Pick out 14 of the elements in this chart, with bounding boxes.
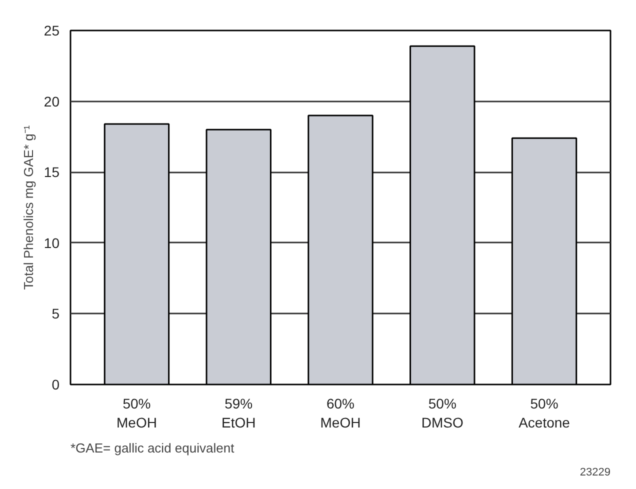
- y-tick-label: 15: [44, 164, 60, 180]
- y-tick-label: 20: [44, 93, 60, 110]
- x-tick-label: 50% Acetone: [518, 396, 570, 431]
- y-axis-title: Total Phenolics mg GAE* g⁻¹: [20, 124, 36, 290]
- y-tick-label: 25: [44, 22, 60, 38]
- y-tick-label: 5: [52, 306, 60, 322]
- x-tick-label: 60% MeOH: [320, 396, 361, 431]
- y-tick-label: 10: [44, 234, 60, 251]
- x-tick-label: 50% MeOH: [116, 396, 157, 431]
- text: 23229: [580, 466, 611, 478]
- x-tick-label: 59% EtOH: [222, 396, 256, 431]
- text: *GAE= gallic acid equivalent: [70, 440, 235, 456]
- y-tick-label: 0: [52, 376, 60, 392]
- x-tick-label: 50% DMSO: [421, 396, 464, 431]
